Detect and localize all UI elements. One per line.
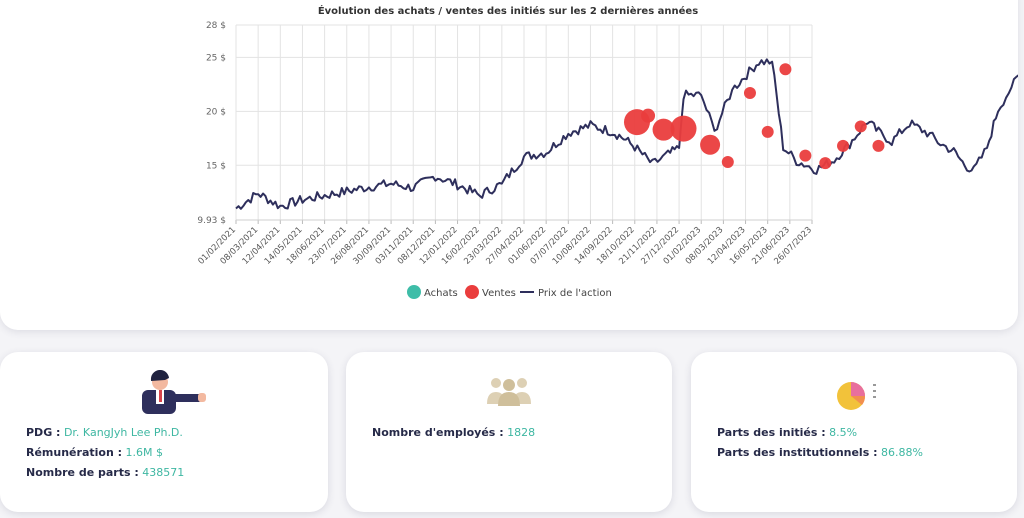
employees-card: Nombre d'employés : 1828 [346, 352, 672, 512]
remuneration-label: Rémunération : [26, 446, 123, 459]
ownership-card: Parts des initiés : 8.5% Parts des insti… [691, 352, 1017, 512]
vente-marker [641, 108, 656, 123]
y-axis-ticks: 28 $ 25 $ 20 $ 15 $ 9.93 $ [197, 21, 226, 226]
vente-marker [700, 134, 721, 155]
vente-marker [652, 118, 675, 141]
price-line [235, 58, 1018, 210]
chart-grid [235, 24, 813, 224]
vente-marker [743, 86, 756, 99]
institutionnels-value: 86.88% [880, 446, 923, 459]
parts-label: Nombre de parts : [26, 466, 139, 479]
pdg-row: PDG : Dr. KangJyh Lee Ph.D. [26, 426, 183, 439]
inities-row: Parts des initiés : 8.5% [717, 426, 857, 439]
vente-marker [779, 63, 792, 76]
y-tick-label: 25 $ [206, 53, 226, 63]
employees-label: Nombre d'employés : [372, 426, 504, 439]
legend-achats-label: Achats [424, 288, 458, 299]
pdg-value: Dr. KangJyh Lee Ph.D. [63, 426, 183, 439]
vente-marker [670, 115, 697, 142]
y-tick-label: 20 $ [206, 107, 226, 117]
ceo-illustration-icon [142, 370, 206, 414]
inities-label: Parts des initiés : [717, 426, 826, 439]
legend-ventes-label: Ventes [482, 288, 516, 299]
y-tick-label: 15 $ [206, 161, 226, 171]
ownership-pie-icon [837, 382, 876, 410]
remuneration-row: Rémunération : 1.6M $ [26, 446, 163, 459]
ceo-card: PDG : Dr. KangJyh Lee Ph.D. Rémunération… [0, 352, 328, 512]
chart-card: Évolution des achats / ventes des initié… [0, 0, 1018, 330]
vente-marker [872, 139, 885, 152]
inities-value: 8.5% [829, 426, 858, 439]
y-tick-label: 9.93 $ [197, 216, 226, 226]
pdg-label: PDG : [26, 426, 61, 439]
institutionnels-label: Parts des institutionnels : [717, 446, 878, 459]
vente-marker [761, 125, 774, 138]
legend-achats-swatch [407, 285, 421, 299]
chart-legend: Achats Ventes Prix de l'action [407, 285, 612, 299]
vente-marker [819, 157, 832, 170]
vente-marker [799, 149, 812, 162]
employees-row: Nombre d'employés : 1828 [372, 426, 535, 439]
legend-price-label: Prix de l'action [538, 288, 612, 299]
vente-marker [721, 156, 734, 169]
parts-row: Nombre de parts : 438571 [26, 466, 184, 479]
x-axis-ticks: 01/02/202108/03/202112/04/202114/05/2021… [196, 225, 814, 267]
chart-title: Évolution des achats / ventes des initié… [318, 4, 698, 17]
y-tick-label: 28 $ [206, 21, 226, 31]
legend-ventes-swatch [465, 285, 479, 299]
employees-group-icon [487, 378, 531, 406]
insider-trading-chart: Évolution des achats / ventes des initié… [196, 4, 1018, 299]
vente-marker [854, 120, 867, 133]
ventes-markers [623, 63, 885, 170]
series-layer [235, 58, 1018, 210]
institutionnels-row: Parts des institutionnels : 86.88% [717, 446, 923, 459]
parts-value: 438571 [142, 466, 185, 479]
vente-marker [837, 139, 850, 152]
employees-value: 1828 [507, 426, 536, 439]
remuneration-value: 1.6M $ [125, 446, 163, 459]
